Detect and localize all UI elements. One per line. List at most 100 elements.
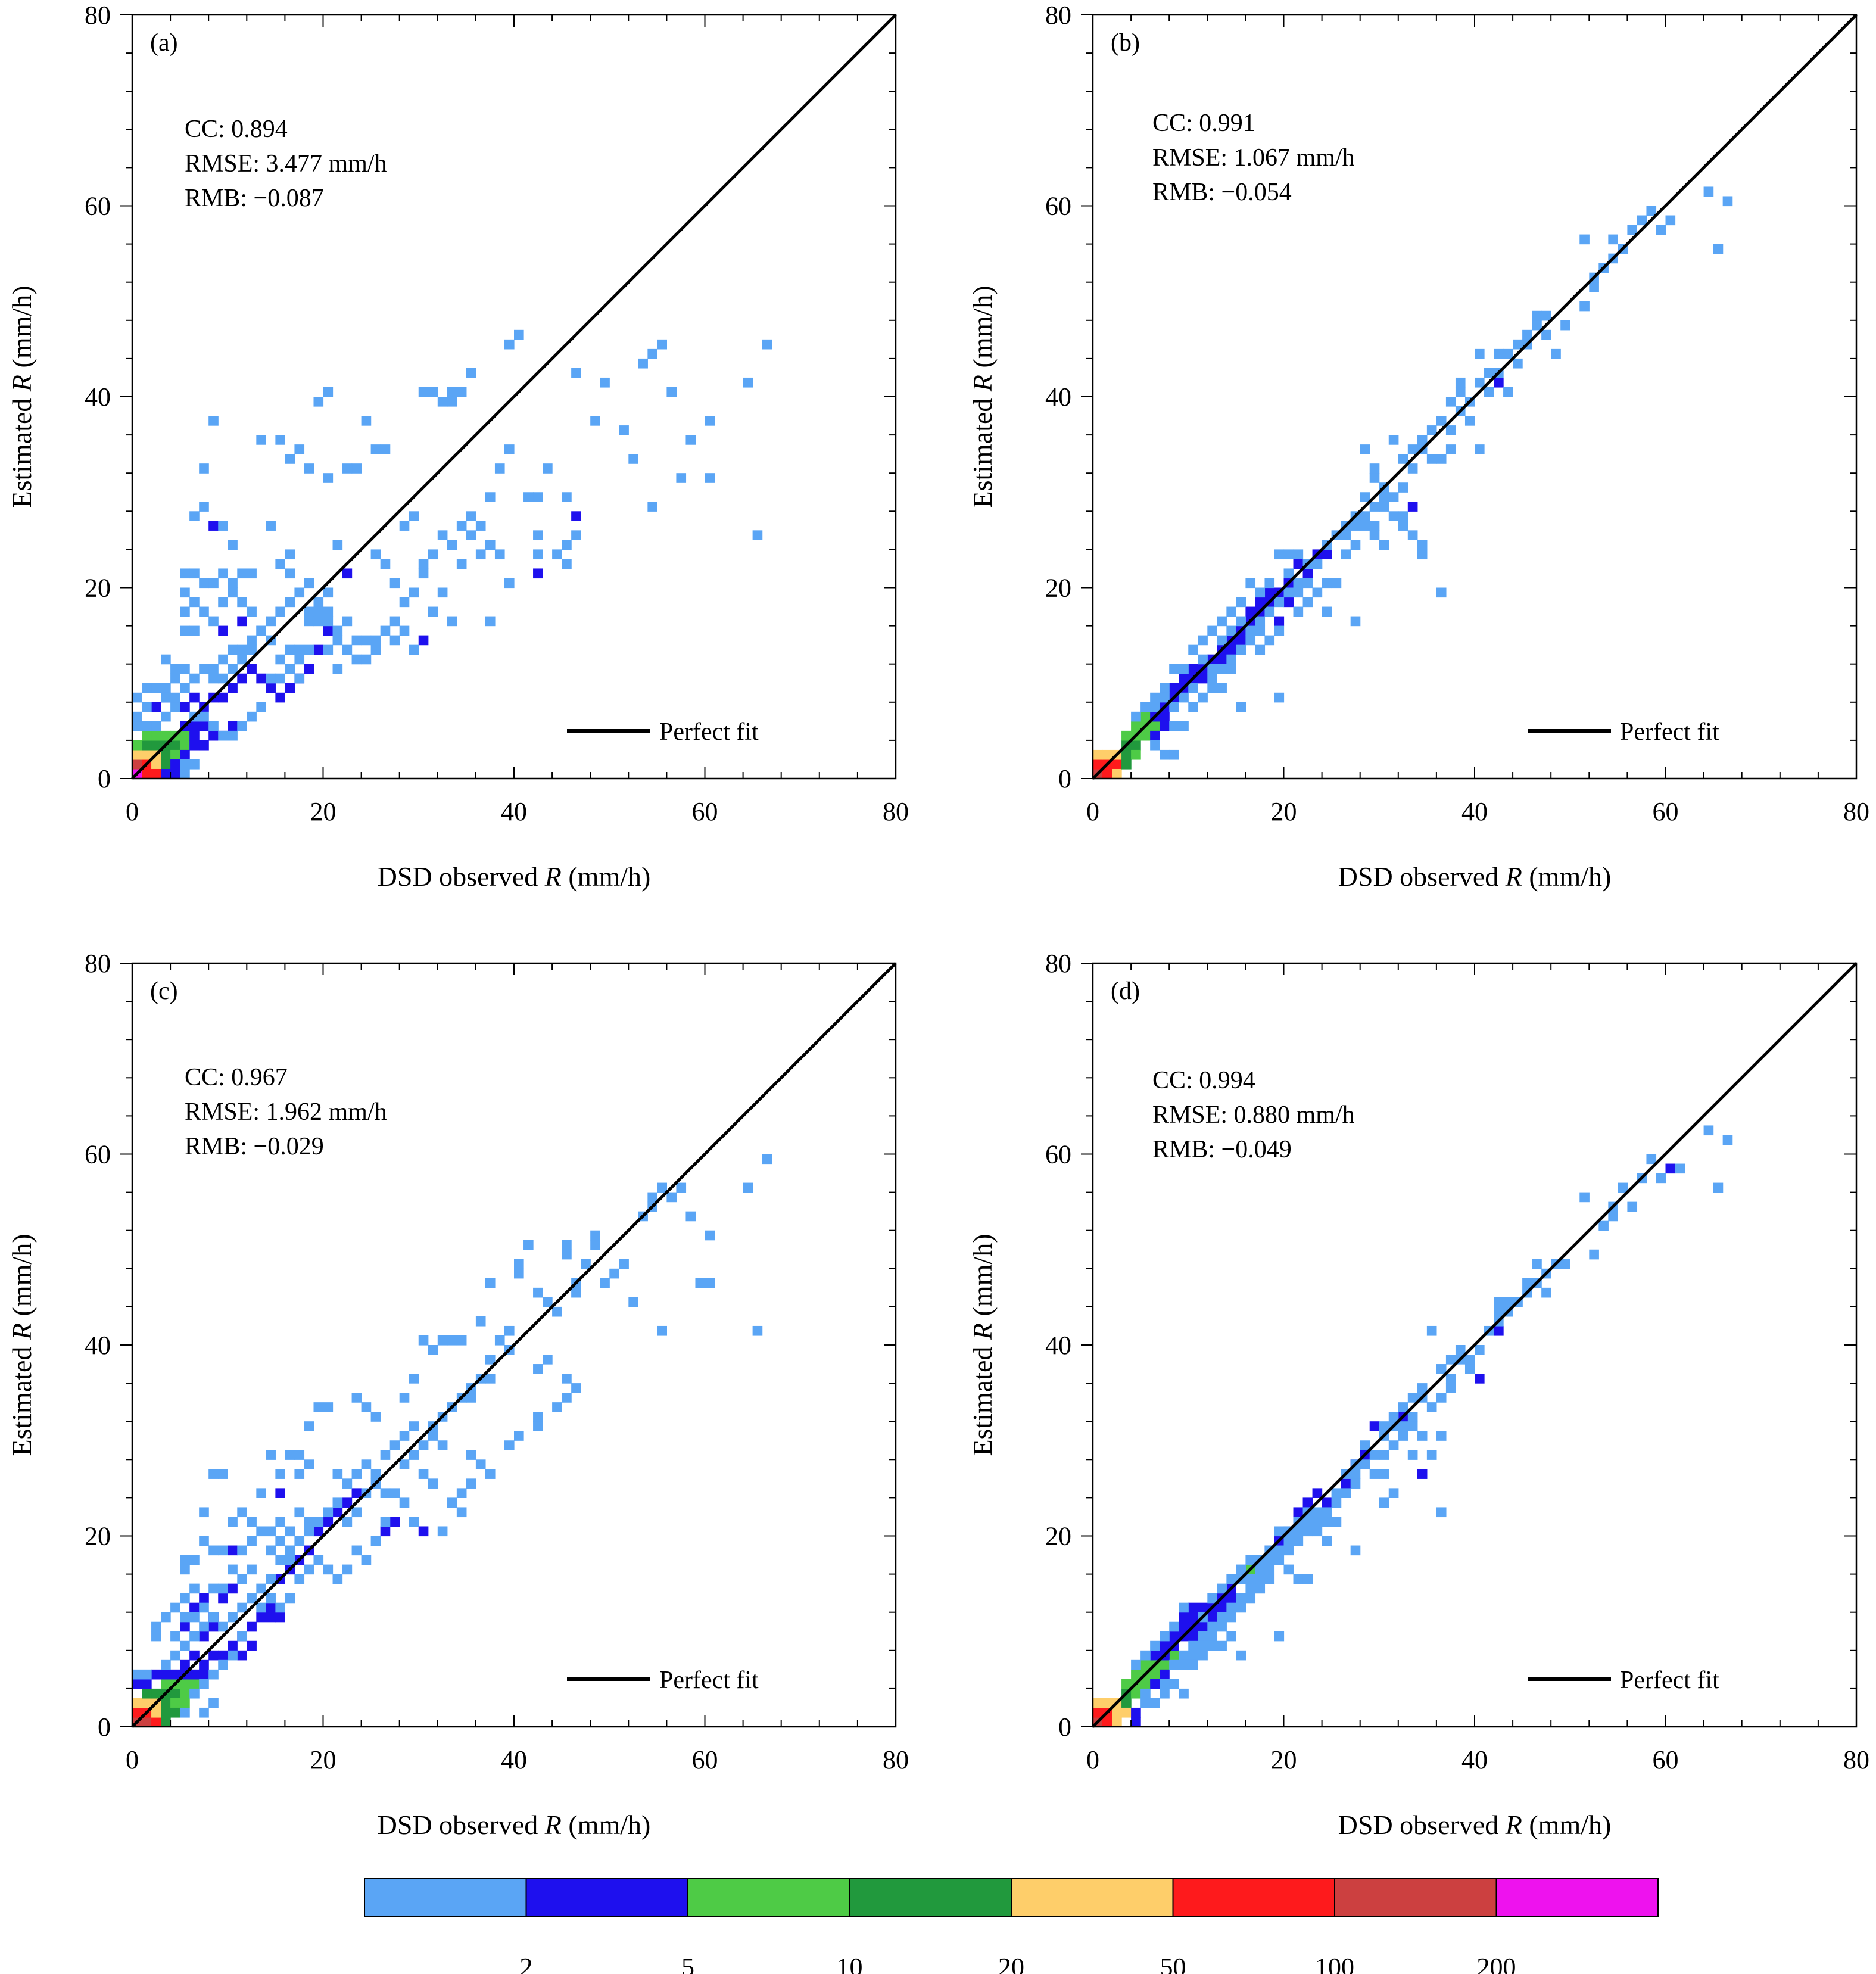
heatmap-cell [294,1450,305,1460]
heatmap-cell [1302,568,1313,579]
heatmap-cell [285,1593,295,1604]
heatmap-cell [370,1469,381,1479]
heatmap-cell [1646,206,1657,216]
heatmap-cell [1398,1431,1408,1441]
heatmap-cell [1245,635,1256,646]
heatmap-cell [342,1497,353,1508]
heatmap-cell [1169,721,1179,731]
heatmap-cell [533,530,543,540]
heatmap-cell [1150,740,1160,751]
heatmap-cell [571,368,581,378]
heatmap-cell [1207,1640,1217,1651]
heatmap-cell [752,530,763,540]
heatmap-cell [657,1182,667,1193]
heatmap-cell [1179,664,1189,674]
heatmap-cell [1274,1631,1285,1642]
heatmap-cell [1226,644,1236,655]
x-tick-label: 20 [310,797,336,826]
x-axis-title: DSD observed R (mm/h) [1338,1810,1612,1840]
heatmap-cell [380,1526,391,1537]
heatmap-cell [581,1259,591,1269]
heatmap-cell [1264,1564,1275,1575]
heatmap-cell [1293,578,1304,589]
heatmap-cell [533,568,543,579]
colorbar-segment [1011,1878,1174,1917]
heatmap-cell [161,749,171,760]
heatmap-cell [389,1488,400,1498]
heatmap-cell [1579,234,1590,245]
heatmap-cell [370,644,381,655]
heatmap-cell [1532,310,1542,321]
legend-label: Perfect fit [659,718,759,746]
heatmap-cell [1379,540,1389,550]
heatmap-cell [1198,1631,1208,1642]
colorbar-segment [1334,1878,1497,1917]
heatmap-cell [1379,1450,1389,1460]
heatmap-cell [170,664,180,674]
stat-line: RMSE: 1.067 mm/h [1152,144,1355,172]
heatmap-cell [1369,530,1380,540]
heatmap-cell [1093,749,1103,760]
heatmap-cell [342,463,353,474]
stat-line: RMSE: 1.962 mm/h [185,1098,387,1126]
heatmap-cell [1407,1412,1418,1422]
heatmap-cell [180,1659,190,1670]
heatmap-cell [189,1612,200,1623]
heatmap-cell [161,1698,171,1708]
heatmap-cell [180,702,190,712]
x-tick-label: 40 [1461,1745,1488,1774]
panel-d: 0 20 40 60 80 0 20 40 60 80 DSD observed R (mm/h) E… [967,949,1869,1840]
heatmap-cell [1140,730,1151,741]
heatmap-cell [1541,310,1551,321]
heatmap-cell [1312,1488,1323,1498]
heatmap-cell [1236,644,1246,655]
heatmap-cell [342,644,353,655]
heatmap-cell [466,1450,476,1460]
heatmap-cell [533,1412,543,1422]
heatmap-cell [456,1488,467,1498]
heatmap-cell [1369,473,1380,483]
heatmap-cell [609,1268,619,1279]
heatmap-cell [466,1478,476,1489]
heatmap-cell [1618,1182,1628,1193]
heatmap-cells [132,1154,772,1727]
heatmap-cell [562,1374,572,1384]
y-axis-title: Estimated R (mm/h) [967,285,998,507]
heatmap-cell [1350,540,1361,550]
y-tick-label: 60 [1045,1140,1071,1169]
heatmap-cell [142,740,152,751]
heatmap-cell [1198,1602,1208,1613]
heatmap-cell [494,549,505,560]
heatmap-cell [1160,711,1170,722]
heatmap-cell [456,1507,467,1518]
panel-c: 0 20 40 60 80 0 20 40 60 80 DSD observed R (mm/h) E… [7,949,909,1840]
heatmap-cell [389,635,400,646]
heatmap-cell [437,1440,448,1450]
heatmap-cell [1188,1631,1198,1642]
heatmap-cell [399,1431,410,1441]
heatmap-cell [151,721,161,731]
heatmap-cell [447,540,457,550]
heatmap-cell [228,1517,238,1527]
heatmap-cell [237,1650,247,1661]
heatmap-cell [1360,521,1370,531]
heatmap-cell [1255,1583,1266,1594]
heatmap-cell [304,1459,314,1469]
heatmap-cell [275,1488,285,1498]
heatmap-cell [676,1182,687,1193]
heatmap-cell [247,664,257,674]
colorbar-tick-label: 2 [520,1953,533,1974]
heatmap-cell [285,1555,295,1565]
heatmap-cell [1169,1621,1179,1632]
heatmap-cell [151,1669,161,1680]
heatmap-cell [247,1564,257,1575]
heatmap-cell [170,1602,180,1613]
heatmap-cell [1398,482,1408,493]
heatmap-cell [1369,1421,1380,1431]
heatmap-cell [161,1659,171,1670]
heatmap-cell [161,1707,171,1718]
heatmap-cell [1093,1698,1103,1708]
x-tick-label: 0 [1086,1745,1099,1774]
heatmap-cell [180,1707,190,1718]
heatmap-cell [189,1679,200,1689]
